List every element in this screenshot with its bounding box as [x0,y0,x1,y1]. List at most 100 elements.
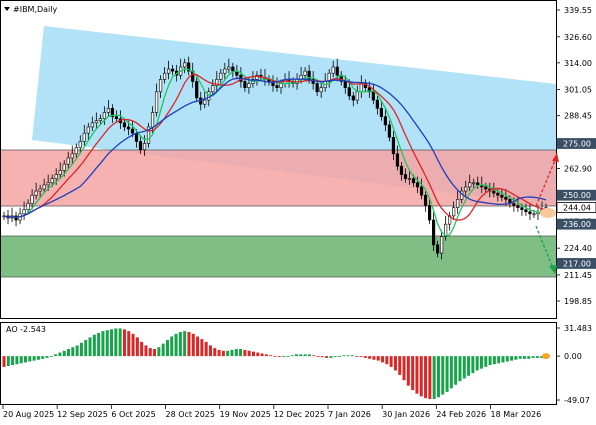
ao-bar [402,356,406,381]
ao-bar [208,345,212,357]
candle-body [379,108,383,117]
ao-bar [178,332,182,357]
indicator-tick-label: 0.00 [564,352,582,361]
ao-bar [157,347,161,357]
time-tick-label: 20 Aug 2025 [3,410,54,419]
candle-body [86,126,90,134]
ao-bar [484,356,488,367]
support-zone [1,236,556,277]
candle-body [215,79,219,86]
ao-bar [355,356,359,357]
ao-bar [62,350,66,357]
candle-body [162,72,167,80]
ao-bar [234,348,238,357]
ao-bar [170,336,174,357]
ao-bar [75,345,79,357]
price-tick-label: 224.40 [564,244,592,253]
ao-bar [24,356,28,363]
ao-bar [514,356,518,360]
candle-body [78,141,82,148]
candle-body [50,178,54,184]
ao-bar [200,339,204,357]
candle-body [98,118,102,122]
forecast-up-arrowhead [552,153,559,162]
candle-body [440,236,444,254]
ao-bar [449,356,453,389]
candle-body [532,213,536,216]
candle-body [427,205,432,221]
ao-bar [114,328,118,357]
ao-bar [269,355,273,357]
ao-bar [243,349,247,357]
candle-body [38,188,42,192]
candle-body [122,122,127,128]
ao-bar [479,356,483,369]
candle-body [319,87,323,93]
ao-bar [363,356,367,358]
candle-body [114,116,119,119]
candle-body [423,194,428,206]
ao-bar [522,356,526,359]
candle-body [516,205,520,208]
ao-bar [398,356,402,375]
ao-bar [28,356,32,362]
ao-bar [67,348,71,357]
candle-body [110,108,114,117]
ao-bar [372,356,376,360]
candle-body [158,79,163,93]
ao-bar [239,348,243,357]
candle-body [82,132,86,142]
ao-bar [467,356,471,376]
candle-body [399,165,404,175]
candle-body [219,72,223,80]
candle-body [138,141,143,151]
candle-body [243,81,247,88]
awesome-oscillator-bars [2,328,550,400]
forecast-up-arrow [535,157,557,207]
ao-bar [329,356,333,358]
ao-bar [187,332,191,357]
ao-bar [135,337,139,357]
ao-current-marker [542,353,550,360]
price-level-tag [556,258,596,269]
candle-body [126,126,131,130]
ao-bar [376,356,380,361]
ao-bar [140,341,144,357]
candle-body [70,153,74,159]
symbol-label: #IBM,Daily [13,5,58,14]
candle-body [367,87,371,93]
ao-bar [118,328,122,357]
price-level-tag-label: 250.00 [563,191,591,200]
ao-bar [105,330,109,357]
candle-body [407,178,412,180]
candle-body [34,190,38,196]
ao-bar [127,331,131,357]
ao-bar [110,329,114,357]
ao-bar [445,356,449,392]
price-tick-label: 211.45 [564,271,592,280]
ao-bar [45,356,49,358]
ao-bar [428,356,432,400]
ao-bar [2,356,6,367]
ao-bar [312,355,316,357]
candle-body [391,136,396,155]
candle-body [395,153,400,167]
price-level-tag [556,138,596,149]
ao-bar [320,356,324,358]
current-price-marker [540,208,556,218]
ao-bar [510,356,514,361]
ao-bar [97,332,101,357]
candle-body [26,203,30,210]
candle-body [315,83,319,93]
candle-body [464,186,468,192]
price-tick-label: 288.45 [564,112,592,121]
triangle-down-icon[interactable] [4,7,10,11]
ao-bar [303,354,307,357]
ao-bar [204,341,208,357]
candle-body [351,95,355,101]
resistance-zone [1,150,556,206]
ao-bar [273,356,277,357]
candle-body [435,244,440,254]
ao-bar [54,354,58,357]
